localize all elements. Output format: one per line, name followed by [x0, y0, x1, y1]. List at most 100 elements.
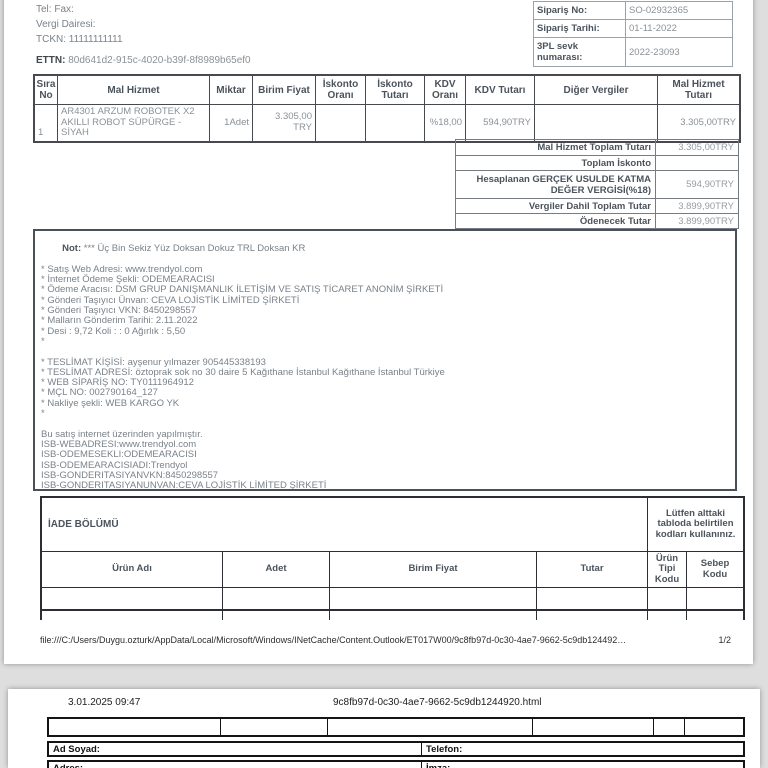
total-incl-tax-label: Vergiler Dahil Toplam Tutar [456, 198, 656, 213]
form-row-name-phone: Ad Soyad: Telefon: [47, 741, 745, 757]
note-line: ISB-WEBADRESI:www.trendyol.com [41, 438, 197, 450]
ettn-line: ETTN: 80d641d2-915c-4020-b39f-8f8989b65e… [36, 55, 251, 66]
item-kdv-tutari: 594,90TRY [465, 105, 534, 141]
iade-code-note: Lütfen alttaki tabloda belirtilen kodlar… [647, 498, 743, 551]
total-discount-value [656, 155, 738, 170]
not-text: *** Üç Bin Sekiz Yüz Doksan Dokuz TRL Do… [81, 243, 306, 255]
shipment-no-label: 3PL sevk numarası: [534, 37, 626, 66]
total-incl-tax-value: 3.899,90TRY [656, 198, 738, 213]
page2-empty-cell [327, 719, 532, 735]
adres-label: Adres: [49, 762, 421, 768]
shipment-no-value: 2022-23093 [626, 37, 732, 66]
item-sira: 1 [38, 127, 44, 138]
note-line: * MÇL NO: 002790164_127 [41, 387, 158, 399]
invoice-page-1: Tel: Fax: Vergi Dairesi: TCKN: 111111111… [4, 0, 753, 664]
iade-stub-cell [536, 596, 647, 620]
item-mal-hizmet-tutari: 3.305,00TRY [657, 105, 739, 141]
page2-empty-cell [49, 719, 220, 735]
items-table: Sıra No Mal Hizmet Miktar Birim Fiyat İskont… [33, 74, 741, 143]
iade-header-cell: Birim Fiyat [329, 551, 536, 587]
iade-stub-cell [647, 596, 686, 620]
iade-stub-cell [42, 596, 222, 620]
item-diger-vergiler [534, 105, 657, 141]
note-line: * Satış Web Adresi: www.trendyol.com [41, 263, 203, 275]
note-line: * Desi : 9,72 Koli : : 0 Ağırlık : 5,50 [41, 325, 186, 337]
not-label: Not: [62, 243, 82, 255]
page2-filename: 9c8fb97d-0c30-4ae7-9662-5c9db1244920.htm… [333, 697, 542, 708]
item-row: 1 AR4301 ARZUM ROBOTEK X2 AKILLI ROBOT S… [35, 105, 739, 141]
seller-vergi-dairesi: Vergi Dairesi: [36, 19, 96, 30]
iade-title: İADE BÖLÜMÜ [48, 519, 119, 530]
note-line: * [41, 335, 45, 347]
notes-box: Not: *** Üç Bin Sekiz Yüz Doksan Dokuz T… [33, 229, 737, 491]
note-line: * TESLİMAT ADRESİ: öztoprak sok no 30 da… [41, 366, 445, 378]
iade-stub-cell [329, 596, 536, 620]
iade-header-cell: Sebep Kodu [686, 551, 743, 587]
iade-stub-row [40, 596, 745, 620]
note-line: * Malların Gönderim Tarihi: 2.11.2022 [41, 315, 198, 327]
note-line: ISB-GONDERITASIYANVKN:8450298557 [41, 469, 219, 481]
note-line: * Gönderi Taşıyıcı VKN: 8450298557 [41, 305, 197, 317]
ettn-value: 80d641d2-915c-4020-b39f-8f8989b65ef0 [68, 55, 251, 66]
items-header-cell: Diğer Vergiler [534, 76, 657, 105]
page2-datetime: 3.01.2025 09:47 [68, 697, 141, 708]
note-line: * Gönderi Taşıyıcı Ünvan: CEVA LOJİSTİK … [41, 294, 300, 306]
items-header-cell: Mal Hizmet Tutarı [657, 76, 739, 105]
note-line: * WEB SİPARİŞ NO: TY0111964912 [41, 377, 194, 389]
page2-empty-cell [532, 719, 653, 735]
totals-table: Mal Hizmet Toplam Tutarı 3.305,00TRY Top… [455, 139, 739, 229]
items-header-cell: KDV Tutarı [465, 76, 534, 105]
form-row-address-signature: Adres: İmza: [47, 760, 745, 768]
iade-header-cell: Tutar [536, 551, 647, 587]
items-header-cell: KDV Oranı [424, 76, 465, 105]
item-mal-hizmet: AR4301 ARZUM ROBOTEK X2 AKILLI ROBOT SÜP… [57, 105, 209, 141]
note-line: * Ödeme Aracısı: DSM GRUP DANIŞMANLIK İL… [41, 284, 444, 296]
invoice-page-2: 3.01.2025 09:47 9c8fb97d-0c30-4ae7-9662-… [8, 689, 760, 768]
order-date-value: 01-11-2022 [626, 19, 732, 37]
item-kdv-orani: %18,00 [424, 105, 465, 141]
note-line: * [41, 408, 45, 420]
iade-stub-cell [222, 596, 329, 620]
iade-header-row: Ürün Adı Adet Birim Fiyat Tutar Ürün Tipi Ko… [42, 551, 743, 587]
seller-tel-fax: Tel: Fax: [36, 4, 74, 15]
iade-title-row: İADE BÖLÜMÜ Lütfen alttaki tabloda belir… [42, 498, 743, 551]
note-line: Bu satış internet üzerinden yapılmıştır. [41, 428, 203, 440]
payable-value: 3.899,90TRY [656, 213, 738, 228]
payable-label: Ödenecek Tutar [456, 213, 656, 228]
total-discount-label: Toplam İskonto [456, 155, 656, 170]
items-header-cell: Sıra No [35, 76, 57, 105]
page2-empty-cell [653, 719, 684, 735]
total-goods-value: 3.305,00TRY [678, 142, 734, 153]
order-no-label: Sipariş No: [534, 2, 626, 19]
ad-soyad-label: Ad Soyad: [53, 744, 100, 755]
note-line: ISB-ODEMEARACISIADI:Trendyol [41, 459, 188, 471]
order-date-label: Sipariş Tarihi: [534, 19, 626, 37]
note-line: ISB-ODEMESEKLI:ODEMEARACISI [41, 449, 197, 461]
iade-header-cell: Ürün Adı [42, 551, 222, 587]
imza-label: İmza: [421, 762, 743, 768]
items-header-cell: Mal Hizmet [57, 76, 209, 105]
order-info-table: Sipariş No: SO-02932365 Sipariş Tarihi: … [533, 1, 733, 67]
item-miktar: 1Adet [209, 105, 252, 141]
note-line: ISB-GONDERITASIYANUNVAN:CEVA LOJİSTİK Lİ… [41, 480, 327, 491]
items-header-row: Sıra No Mal Hizmet Miktar Birim Fiyat İskont… [35, 76, 739, 105]
note-line-not: Not: *** Üç Bin Sekiz Yüz Doksan Dokuz T… [41, 234, 729, 265]
iade-empty-cell [42, 587, 222, 609]
vat-label: Hesaplanan GERÇEK USULDE KATMA DEĞER VER… [456, 170, 656, 198]
ettn-label: ETTN: [36, 55, 66, 66]
seller-info-block: Tel: Fax: Vergi Dairesi: TCKN: 111111111… [36, 2, 123, 47]
footer-file-path: file:///C:/Users/Duygu.ozturk/AppData/Lo… [40, 635, 627, 645]
seller-tckn: TCKN: 11111111111 [36, 34, 123, 45]
note-lines: * Satış Web Adresi: www.trendyol.com * İn… [41, 263, 729, 491]
iade-section: İADE BÖLÜMÜ Lütfen alttaki tabloda belir… [40, 496, 745, 611]
note-line: * TESLİMAT KİŞİSİ: ayşenur yılmazer 9054… [41, 356, 266, 368]
page2-empty-cell [684, 719, 743, 735]
items-header-cell: İskonto Tutarı [365, 76, 424, 105]
iade-stub-cell [686, 596, 743, 620]
telefon-label: Telefon: [421, 743, 743, 756]
page2-empty-table-row [47, 717, 745, 737]
total-goods-label: Mal Hizmet Toplam Tutarı [456, 140, 656, 155]
item-iskonto-orani [315, 105, 365, 141]
page2-empty-cell [220, 719, 327, 735]
item-birim-fiyat: 3.305,00 TRY [252, 105, 315, 141]
